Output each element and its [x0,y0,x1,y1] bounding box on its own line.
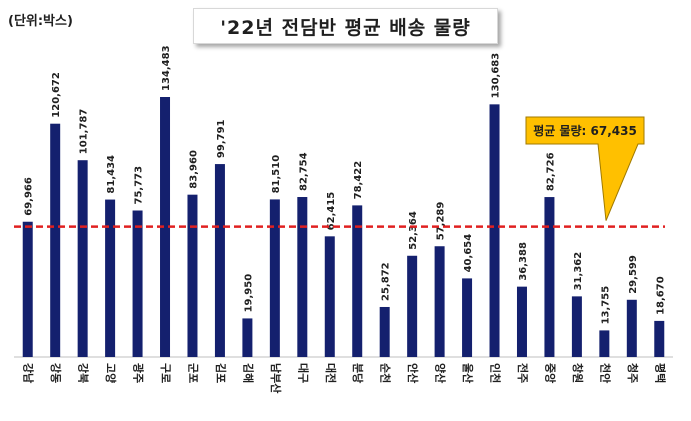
bar-value-label: 81,510 [271,155,282,194]
bar-value-label: 101,787 [79,109,90,155]
bar [352,205,363,357]
unit-label: (단위:박스) [8,14,73,29]
bar [242,318,253,357]
bar [22,221,33,357]
bar-value-label: 120,672 [51,72,62,118]
bar [654,320,665,357]
category-label: 분당 [351,363,365,383]
category-label: 고양 [104,363,118,383]
bar-value-label: 40,654 [463,234,474,273]
bar-value-label: 36,388 [518,242,529,281]
bar [489,104,500,358]
bar [379,306,390,357]
bar [105,199,116,357]
bar [599,330,610,357]
bar [187,194,198,357]
category-label: 천안 [598,363,612,383]
category-label: 대구 [296,363,310,383]
bar-value-label: 82,754 [298,152,309,191]
category-label: 김포 [214,363,227,383]
category-label: 순천 [379,363,393,383]
bar [77,160,88,357]
chart-title: '22년 전담반 평균 배송 물량 [193,8,498,44]
bar [297,197,308,357]
bar-value-label: 13,755 [600,286,611,325]
bar [160,96,171,357]
category-label: 구로 [159,363,172,383]
bar [434,246,445,357]
bar [626,299,637,357]
bar-value-label: 52,364 [408,211,419,250]
category-label: 남부산 [269,363,283,393]
bar [516,286,527,357]
average-callout-label: 평균 물량: 67,435 [533,124,637,138]
bar-value-label: 25,872 [381,262,392,301]
category-label: 평택 [653,363,667,383]
bar-value-label: 99,791 [216,119,227,158]
category-label: 김해 [241,363,255,383]
bar-value-label: 19,950 [243,274,254,313]
bar [132,210,143,357]
bar-value-label: 83,960 [188,150,199,189]
bar-value-label: 57,289 [436,202,447,241]
category-label: 대전 [324,363,338,383]
bar-value-label: 18,670 [655,276,666,315]
bar [462,278,473,357]
category-label: 울산 [461,363,475,383]
category-label: 강남 [22,363,36,383]
average-callout [525,116,645,221]
category-label: 강동 [49,363,63,383]
category-label: 전주 [516,363,530,383]
category-label: 광주 [132,363,145,383]
category-label: 강북 [77,363,91,383]
category-label: 중앙 [543,363,556,383]
category-label: 인천 [489,363,503,383]
category-label: 창원 [571,363,585,383]
category-label: 양산 [434,363,448,383]
bar-value-label: 31,362 [573,252,584,291]
bar [407,255,418,357]
bar [269,199,280,357]
bar-value-label: 130,683 [491,53,502,99]
bar-value-label: 82,726 [545,152,556,191]
bar [214,164,225,357]
bar-value-label: 29,599 [628,255,639,294]
bar [544,197,555,357]
bar [324,236,335,357]
category-label: 군포 [186,363,199,383]
bar-value-label: 62,415 [326,192,337,231]
category-label: 청주 [626,363,640,383]
bar-value-label: 134,483 [161,45,172,91]
bar-value-label: 69,966 [24,177,35,216]
bar-value-label: 75,773 [134,166,145,205]
bar-value-label: 78,422 [353,161,364,200]
bar [50,123,61,357]
category-label: 안산 [406,363,420,383]
bar [571,296,582,357]
bar-value-label: 81,434 [106,155,117,194]
